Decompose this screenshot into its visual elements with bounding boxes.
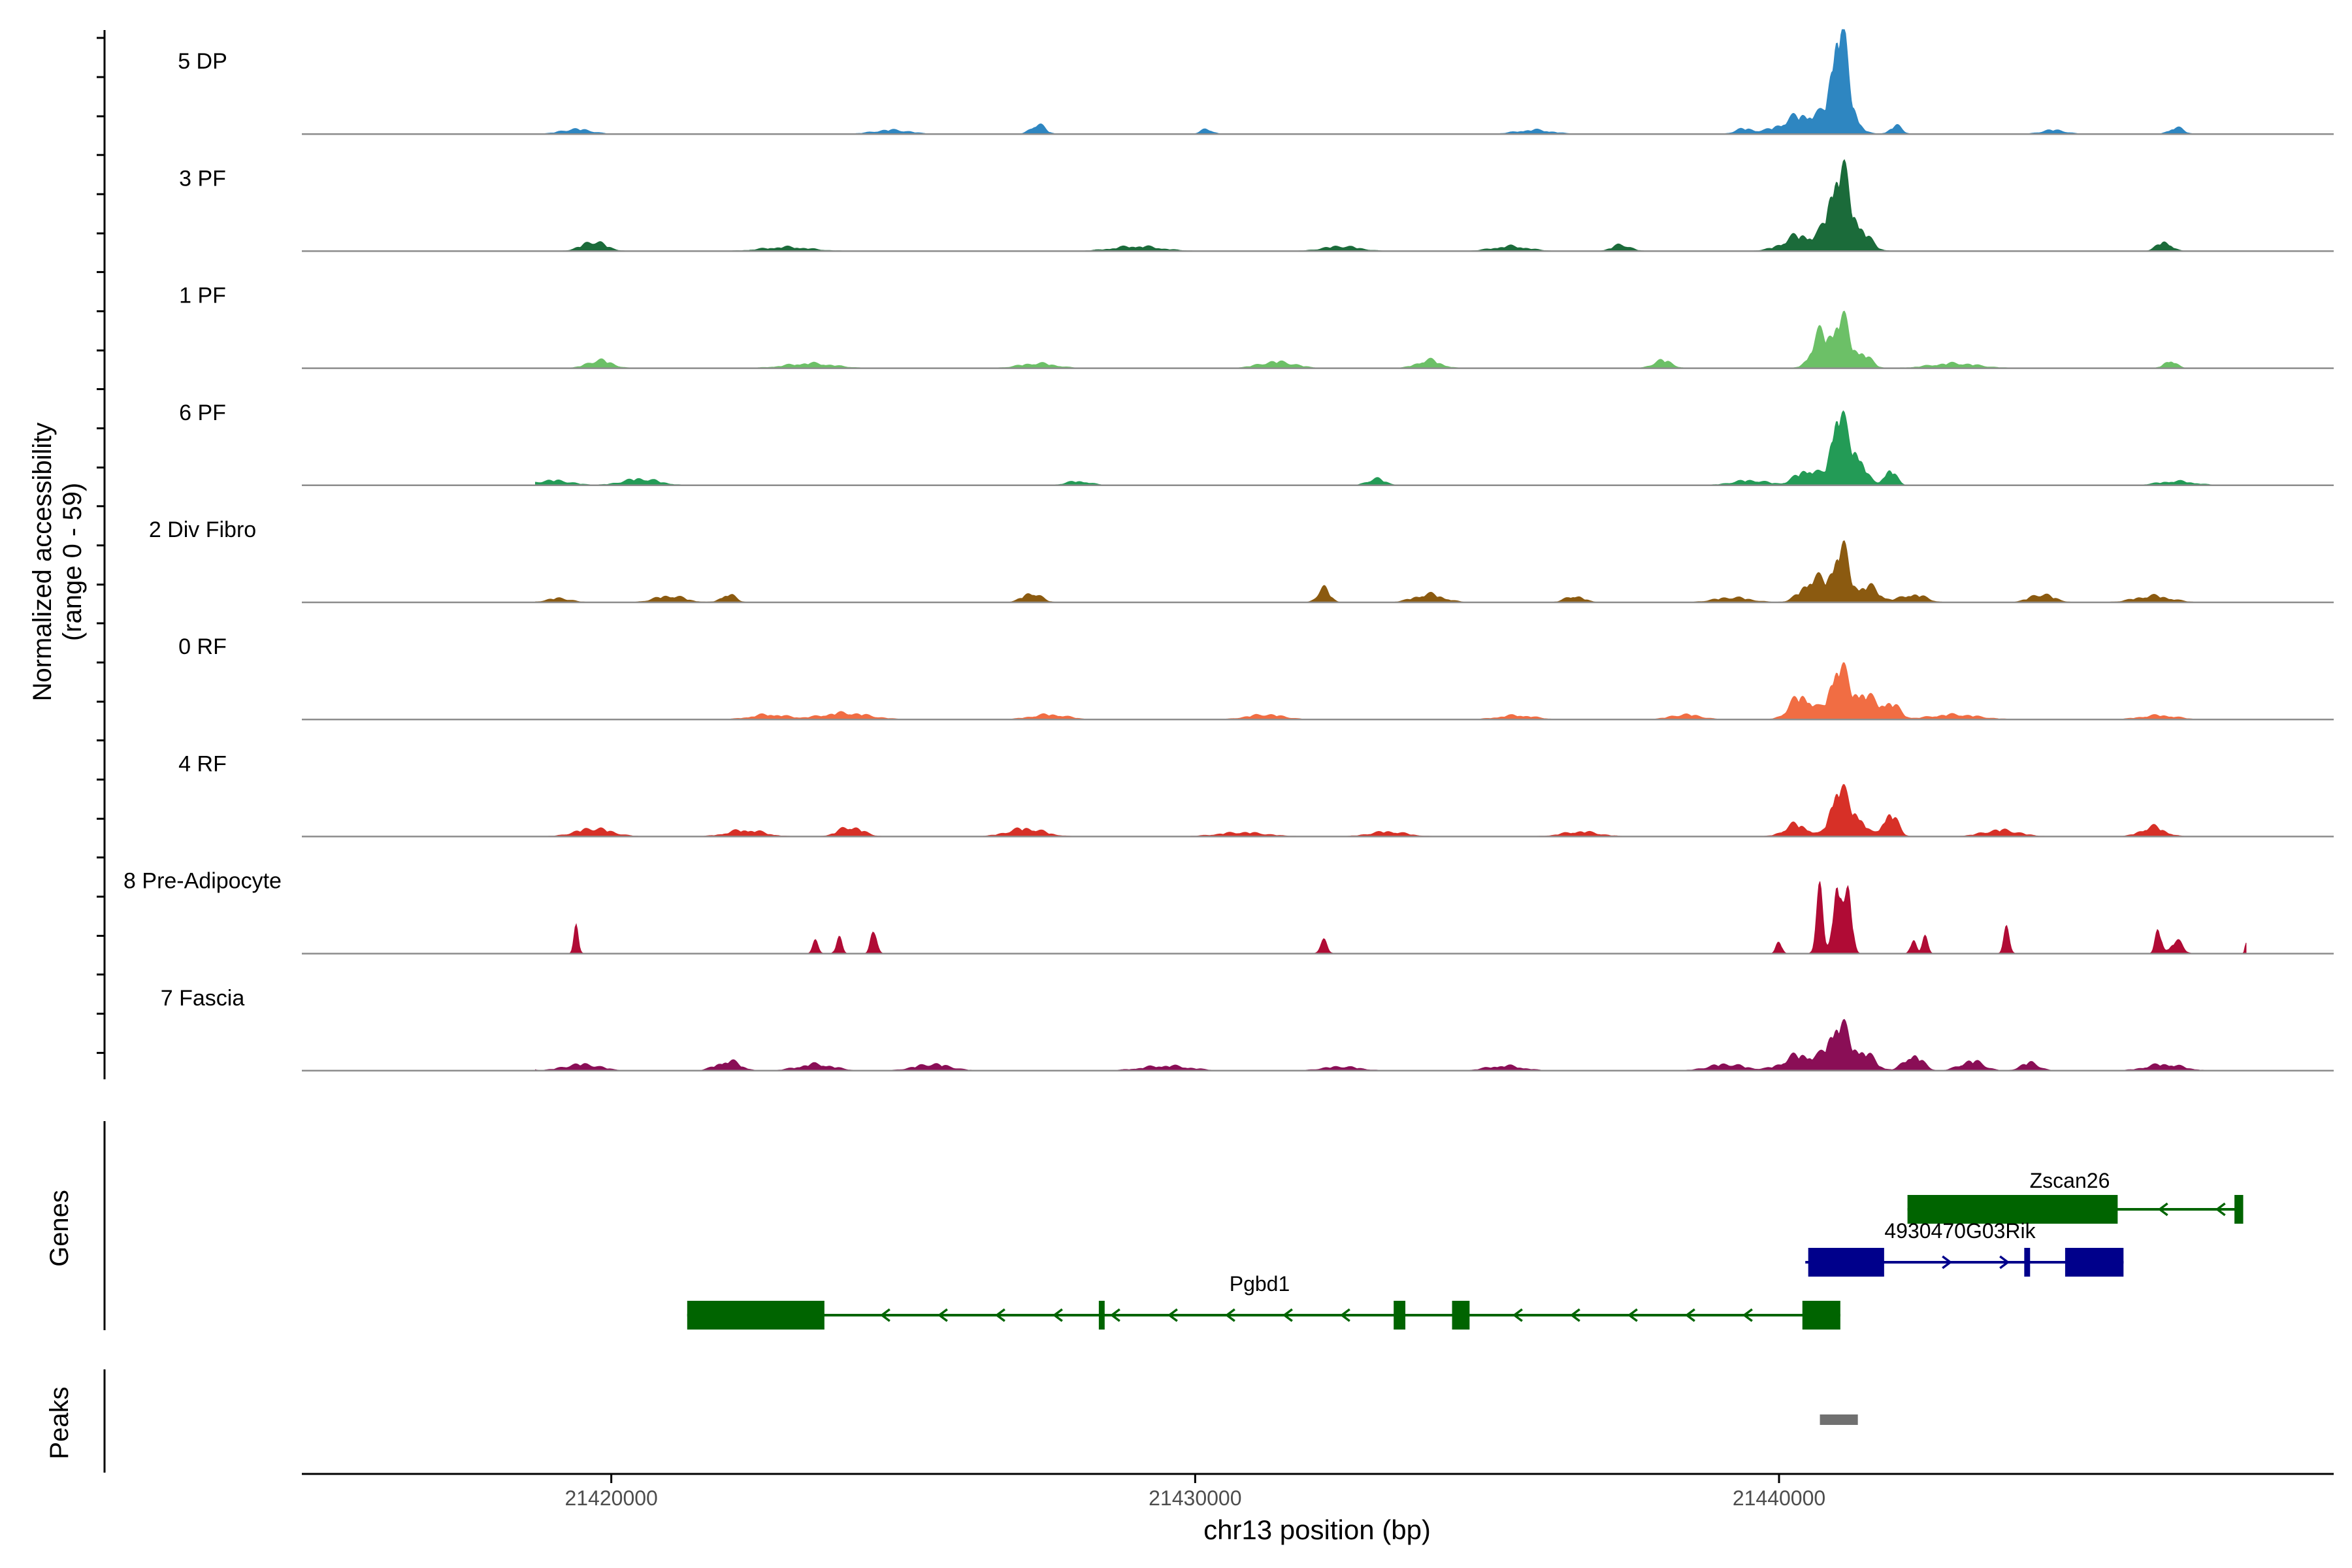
track-4: 2 Div Fibro [149,517,2334,604]
track-0: 5 DP [178,29,2334,135]
gene-exon [687,1301,825,1330]
coverage-area [534,29,2246,135]
track-label: 2 Div Fibro [149,517,256,542]
coverage-area [534,784,2246,837]
genes-panel-label: Genes [45,1190,74,1267]
strand-arrow [2157,1202,2168,1217]
track-label: 8 Pre-Adipocyte [123,869,282,894]
gene-label: Zscan26 [2030,1169,2110,1192]
track-5: 0 RF [178,634,2334,721]
x-axis: 21420000 21430000 21440000 [302,1473,2334,1510]
track-label: 7 Fascia [161,986,245,1011]
coverage-area [534,410,2246,486]
strand-arrow [1942,1255,1953,1269]
track-label: 4 RF [178,751,227,776]
gene-exon [1394,1301,1406,1330]
track-8: 7 Fascia [161,986,2334,1072]
track-2: 1 PF [179,284,2334,369]
strand-arrow [994,1308,1005,1322]
strand-arrow [1109,1308,1120,1322]
coverage-area [534,540,2246,603]
strand-arrow [1569,1308,1580,1322]
x-tick-label: 21440000 [1733,1486,1825,1510]
gene-exon [1808,1248,1884,1277]
strand-arrow [1627,1308,1638,1322]
track-label: 0 RF [178,634,227,659]
strand-arrow [1282,1308,1293,1322]
peak-region [1820,1414,1858,1425]
coverage-area [535,310,2246,369]
strand-arrow [1052,1308,1063,1322]
gene-label: 4930470G03Rik [1884,1219,2036,1243]
coverage-area [534,1019,2246,1071]
strand-arrow [1742,1308,1753,1322]
track-label: 6 PF [179,400,226,425]
gene-exon [1452,1301,1470,1330]
gene-Pgbd1: Pgbd1 [687,1272,1840,1330]
strand-arrow [1339,1308,1350,1322]
peaks-panel [103,1369,1858,1473]
track-7: 8 Pre-Adipocyte [123,869,2334,955]
x-tick-label: 21420000 [564,1486,657,1510]
track-label: 3 PF [179,166,226,191]
strand-arrow [1512,1308,1523,1322]
strand-arrow [1224,1308,1235,1322]
coverage-area [535,159,2246,252]
gene-label: Pgbd1 [1230,1272,1290,1296]
coverage-area [534,662,2246,720]
peaks-panel-label: Peaks [45,1386,74,1459]
track-1: 3 PF [179,159,2334,252]
track-label: 1 PF [179,284,226,308]
gene-exon [2234,1195,2244,1224]
gene-exon [2024,1248,2031,1277]
gene-exon [1907,1195,2118,1224]
genes-panel: Zscan26 4930470G03Rik Pgbd1 [103,1121,2244,1330]
gene-exon [2065,1248,2124,1277]
gene-4930470G03Rik: 4930470G03Rik [1805,1219,2124,1277]
track-area: 5 DP 3 PF 1 PF 6 PF 2 Div Fibro 0 RF 4 RF 8 Pre… [97,29,2334,1079]
y-axis-label-line2: (range 0 - 59) [58,483,87,641]
gene-exon [1098,1301,1105,1330]
strand-arrow [937,1308,948,1322]
x-tick-label: 21430000 [1149,1486,1241,1510]
strand-arrow [1167,1308,1178,1322]
track-6: 4 RF [178,751,2334,838]
gene-exon [1825,1301,1840,1330]
strand-arrow [1999,1255,2010,1269]
strand-arrow [1684,1308,1695,1322]
gene-Zscan26: Zscan26 [1907,1169,2244,1224]
strand-arrow [879,1308,890,1322]
track-3: 6 PF [179,400,2334,487]
coverage-area [535,881,2247,955]
y-axis-label-line1: Normalized accessibility [28,423,57,702]
track-label: 5 DP [178,49,227,74]
strand-arrow [2215,1202,2226,1217]
gene-exon [1802,1301,1826,1330]
x-axis-title: chr13 position (bp) [1203,1514,1431,1545]
